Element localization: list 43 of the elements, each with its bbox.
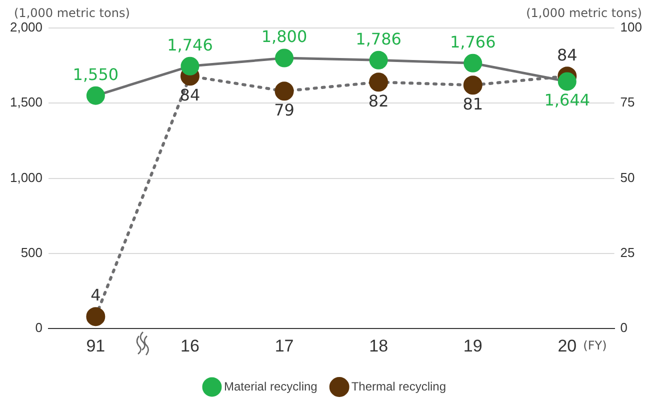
point: [274, 82, 294, 101]
legend-label: Thermal recycling: [351, 379, 446, 394]
legend-label: Material recycling: [224, 379, 318, 394]
data-label: 1,766: [450, 32, 496, 52]
y-tick-label: 2,000: [10, 20, 43, 35]
y-tick-label: 0: [35, 320, 43, 336]
data-label: 82: [368, 91, 389, 110]
data-label: 1,644: [544, 90, 590, 110]
point: [369, 50, 388, 70]
y2-tick-label: 50: [620, 170, 635, 185]
point: [86, 307, 106, 326]
y-tick-label: 1,500: [10, 94, 43, 110]
x-tick-label: 91: [86, 336, 106, 356]
x-tick-label: 20: [558, 336, 577, 356]
y2-tick-label: 25: [620, 245, 635, 260]
data-label: 79: [274, 100, 294, 120]
point: [275, 48, 294, 68]
data-label: 1,786: [356, 29, 402, 48]
data-label: 81: [462, 94, 484, 114]
point: [558, 72, 576, 91]
y2-tick-label: 0: [620, 320, 628, 336]
point: [369, 72, 388, 92]
data-label: 4: [90, 286, 101, 305]
x-tick-label: 19: [463, 336, 482, 356]
y2-tick-label: 100: [620, 20, 642, 35]
y-tick-label: 500: [20, 245, 43, 260]
data-label: 1,550: [72, 64, 119, 84]
y2-axis-title: (1,000 metric tons): [526, 6, 642, 20]
x-tick-label: 18: [369, 336, 388, 356]
x-axis-title: (FY): [583, 338, 607, 353]
y2-tick-label: 75: [620, 94, 635, 110]
y-tick-label: 1,000: [10, 170, 43, 185]
x-tick-label: 16: [180, 336, 200, 356]
point: [180, 56, 200, 76]
data-label: 84: [556, 45, 578, 64]
point: [86, 86, 105, 105]
x-tick-label: 17: [274, 336, 294, 356]
y-axis-title: (1,000 metric tons): [14, 6, 130, 20]
point: [463, 76, 482, 95]
data-label: 84: [180, 85, 200, 104]
data-label: 1,746: [167, 35, 213, 54]
data-label: 1,800: [261, 27, 308, 46]
point: [464, 54, 482, 72]
